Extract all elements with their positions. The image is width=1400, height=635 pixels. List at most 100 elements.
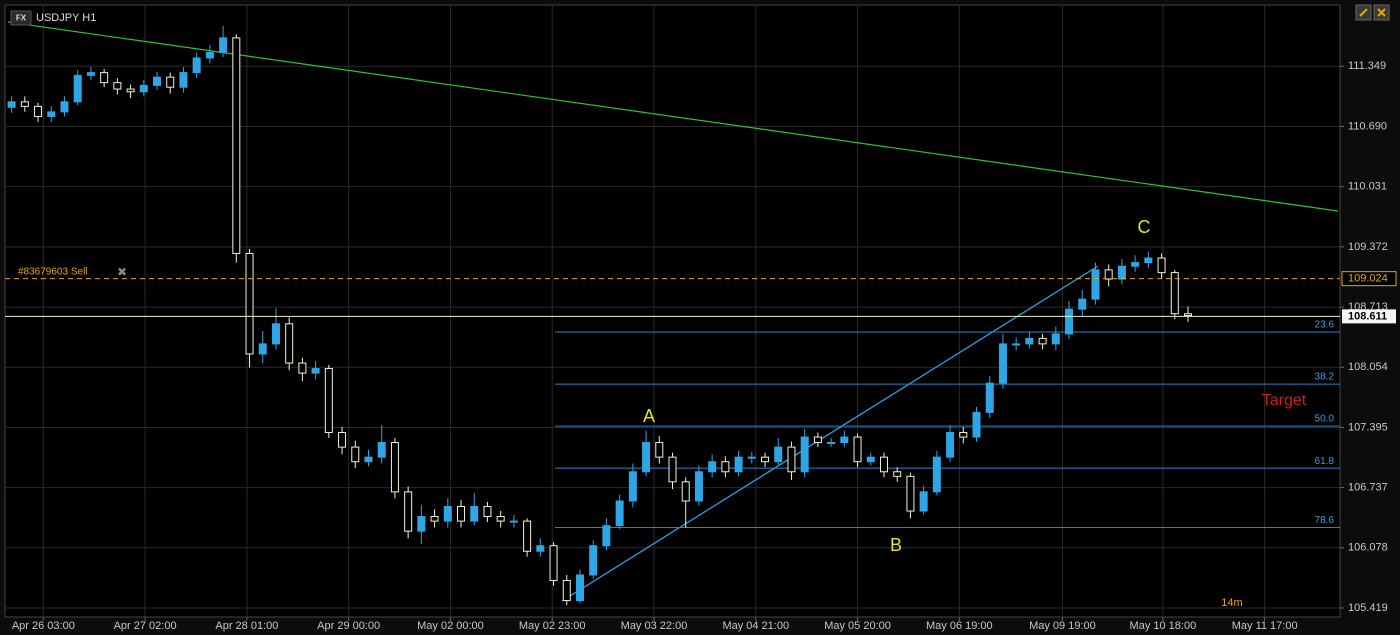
candle-body: [668, 456, 677, 483]
x-tick-label: Apr 27 02:00: [114, 620, 177, 632]
fib-label: 38.2: [1315, 372, 1335, 383]
timer: 14m: [1221, 597, 1242, 609]
candle-body: [404, 491, 413, 532]
target-label: Target: [1262, 392, 1307, 409]
candle-body: [338, 431, 347, 448]
candle-body: [311, 368, 320, 374]
x-tick-label: Apr 29 00:00: [317, 620, 380, 632]
wave-label: A: [643, 406, 655, 426]
x-tick-label: May 03 22:00: [621, 620, 688, 632]
candle-body: [536, 545, 545, 552]
candle-body: [774, 446, 783, 463]
x-tick-label: May 11 17:00: [1232, 620, 1298, 632]
candle-body: [1078, 298, 1087, 310]
x-tick-label: May 02 23:00: [519, 620, 586, 632]
candle-body: [7, 101, 16, 108]
last-price: 108.611: [1348, 310, 1387, 322]
channel-line: [561, 265, 1099, 602]
candle-body: [100, 72, 109, 84]
x-tick-label: May 06 19:00: [926, 620, 993, 632]
candle-body: [761, 456, 770, 463]
candles: [7, 26, 1192, 606]
y-tick-label: 107.395: [1348, 421, 1388, 433]
candle-body: [1170, 272, 1179, 315]
candle-body: [655, 442, 664, 458]
candle-body: [998, 343, 1007, 384]
candle-body: [364, 456, 373, 463]
grid: [5, 5, 1340, 617]
candle-body: [153, 76, 162, 86]
candle-body: [602, 525, 611, 547]
candle-body: [139, 84, 148, 93]
candle-body: [840, 436, 849, 444]
candle-body: [628, 471, 637, 502]
candle-body: [946, 431, 955, 458]
candle-body: [972, 411, 981, 438]
candle-body: [1025, 337, 1034, 345]
candle-body: [1012, 343, 1021, 346]
chart-title: USDJPY H1: [36, 12, 96, 24]
candle-body: [813, 436, 822, 444]
candle-body: [443, 505, 452, 522]
candle-body: [893, 471, 902, 477]
candle-body: [615, 500, 624, 527]
candle-body: [708, 461, 717, 473]
order-price: 109.024: [1348, 273, 1388, 285]
order-cancel[interactable]: ✖: [117, 265, 127, 279]
candle-body: [681, 481, 690, 502]
candle-body: [390, 442, 399, 493]
plot-area: [4, 4, 1341, 618]
badge-box: [10, 10, 32, 26]
x-tick-label: May 05 20:00: [824, 620, 891, 632]
candle-body: [827, 442, 836, 445]
candle-body: [271, 323, 280, 345]
candle-body: [351, 446, 360, 463]
x-tick-label: May 10 18:00: [1130, 620, 1197, 632]
candle-body: [549, 545, 558, 581]
candle-body: [1131, 262, 1140, 267]
candle-body: [34, 105, 43, 117]
candle-body: [205, 51, 214, 59]
candle-body: [113, 82, 122, 90]
candle-body: [1117, 265, 1126, 280]
candle-body: [747, 456, 756, 459]
candle-body: [47, 111, 56, 117]
candle-body: [866, 456, 875, 463]
candle-body: [589, 545, 598, 576]
candle-body: [1091, 269, 1100, 300]
candle-body: [126, 88, 135, 93]
candle-body: [179, 72, 188, 88]
candle-body: [879, 456, 888, 473]
y-tick-label: 110.031: [1348, 181, 1387, 193]
x-tick-label: May 09 19:00: [1029, 620, 1096, 632]
candle-body: [258, 343, 267, 355]
candle-body: [694, 471, 703, 502]
candle-body: [324, 368, 333, 433]
candle-body: [298, 362, 307, 374]
candle-body: [60, 101, 69, 113]
candle-body: [721, 461, 730, 473]
order-label: #83679603 Sell: [18, 266, 88, 277]
candle-body: [562, 579, 571, 602]
fib-label: 23.6: [1315, 320, 1335, 331]
candle-body: [430, 516, 439, 522]
candle-body: [483, 505, 492, 518]
candle-body: [906, 475, 915, 512]
candle-body: [509, 520, 518, 523]
candle-body: [523, 520, 532, 552]
x-tick-label: May 04 21:00: [722, 620, 789, 632]
fib-label: 50.0: [1315, 414, 1335, 425]
candle-body: [417, 516, 426, 532]
candle-body: [457, 505, 466, 522]
x-tick-label: Apr 26 03:00: [12, 620, 75, 632]
candle-body: [1065, 308, 1074, 335]
fib-label: 78.6: [1315, 515, 1335, 526]
fib-label: 61.8: [1315, 456, 1335, 467]
y-tick-label: 109.372: [1348, 241, 1388, 253]
wave-label: B: [890, 535, 902, 555]
candle-body: [985, 382, 994, 413]
candle-body: [73, 74, 82, 103]
candle-body: [853, 436, 862, 463]
y-tick-label: 105.419: [1348, 602, 1388, 614]
candle-body: [86, 72, 95, 76]
